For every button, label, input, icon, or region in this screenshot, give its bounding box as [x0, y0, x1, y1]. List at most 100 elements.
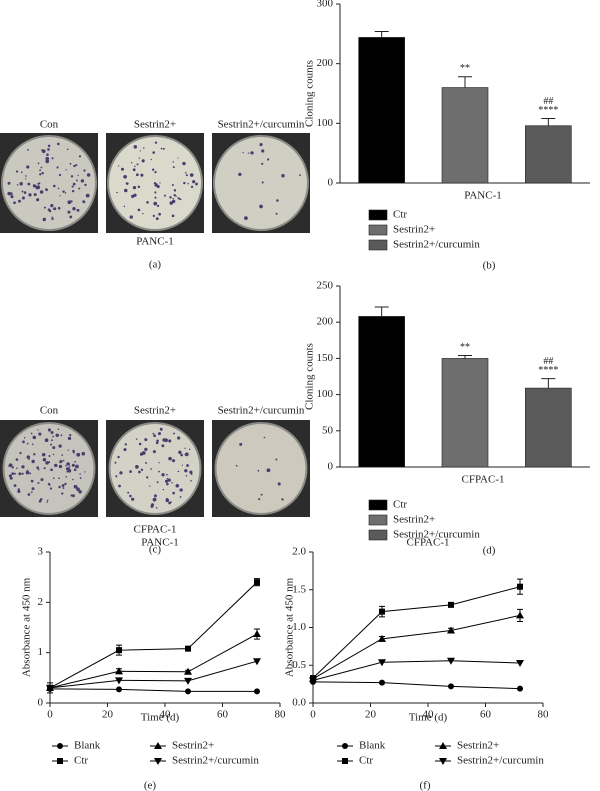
photo-label: Sestrin2+/curcumin: [218, 405, 305, 417]
colony: [171, 214, 175, 218]
series-line: [312, 660, 521, 681]
marker: [516, 659, 524, 667]
colony: [179, 488, 183, 492]
colony: [65, 169, 67, 171]
colony: [20, 171, 23, 173]
colony: [8, 465, 10, 467]
colony: [49, 487, 53, 490]
colony: [173, 189, 177, 192]
colony: [13, 472, 16, 475]
colony: [185, 475, 188, 477]
y-tick-label: 3: [38, 546, 44, 558]
colony: [47, 428, 51, 432]
marker: [517, 583, 523, 590]
colony: [281, 498, 284, 501]
colony: [31, 443, 34, 446]
bar: [441, 87, 489, 184]
colony: [21, 472, 24, 475]
colony: [78, 187, 81, 190]
colony: [52, 435, 54, 438]
colony: [73, 468, 77, 472]
y-tick-label: 250: [317, 280, 334, 292]
colony: [179, 198, 181, 200]
colony: [73, 484, 78, 489]
colony: [58, 444, 62, 448]
colony: [141, 451, 146, 455]
colony: [154, 196, 157, 199]
colony: [166, 482, 169, 486]
colony: [250, 151, 254, 155]
marker: [154, 742, 162, 749]
colony: [138, 157, 141, 159]
y-axis-label: Absorbance at 450 nm: [21, 577, 33, 677]
colony: [242, 151, 244, 154]
colony: [46, 153, 49, 156]
colony: [30, 479, 34, 483]
marker: [439, 758, 447, 765]
x-tick-label: 80: [538, 709, 550, 721]
colony: [166, 473, 168, 476]
colony: [45, 159, 50, 164]
colony: [36, 185, 41, 190]
colony: [74, 461, 76, 463]
annotation: ##: [543, 356, 553, 367]
colony: [66, 148, 69, 151]
colony: [118, 165, 120, 167]
colony: [141, 159, 145, 163]
colony: [266, 468, 271, 473]
colony: [188, 448, 191, 451]
colony: [47, 144, 51, 148]
colony: [53, 207, 57, 211]
colony: [27, 182, 31, 186]
marker: [448, 683, 454, 690]
colony: [152, 497, 157, 502]
colony: [261, 181, 264, 184]
colony: [29, 472, 32, 475]
colony: [299, 174, 301, 176]
colony: [50, 468, 53, 472]
colony: [153, 434, 156, 438]
panel-label: (e): [144, 780, 157, 791]
colony: [18, 472, 22, 476]
colony: [146, 476, 149, 479]
error-bar: [458, 355, 472, 359]
y-tick-label: 100: [317, 388, 334, 400]
series-line: [49, 633, 258, 689]
colony: [114, 461, 117, 464]
legend-label: Sestrin2+: [172, 740, 214, 752]
colony: [37, 182, 40, 185]
colony: [28, 458, 30, 461]
colony: [149, 485, 151, 487]
colony: [46, 499, 49, 502]
colony: [150, 158, 152, 161]
colony: [165, 498, 170, 503]
series-line: [312, 681, 521, 690]
colony: [172, 166, 175, 169]
colony: [67, 200, 72, 205]
colony: [84, 183, 87, 187]
bar: [358, 316, 405, 468]
photo-caption: PANC-1: [136, 236, 174, 248]
y-tick-label: 1.0: [292, 621, 306, 633]
colony: [17, 489, 21, 493]
colony: [172, 161, 175, 163]
colony: [26, 469, 29, 471]
y-tick-label: 0.0: [292, 697, 306, 709]
colony: [60, 434, 63, 437]
colony: [184, 469, 188, 473]
colony: [41, 452, 46, 457]
colony: [168, 456, 172, 461]
colony: [76, 452, 81, 457]
colony: [259, 204, 263, 209]
colony: [7, 191, 11, 196]
marker: [57, 743, 63, 749]
bar: [441, 358, 489, 468]
legend-label: Ctr: [393, 499, 407, 511]
marker: [517, 685, 523, 692]
colony: [275, 458, 278, 461]
colony: [42, 457, 47, 462]
colony: [10, 195, 14, 199]
colony: [152, 450, 156, 454]
panel-label: (c): [149, 544, 162, 556]
